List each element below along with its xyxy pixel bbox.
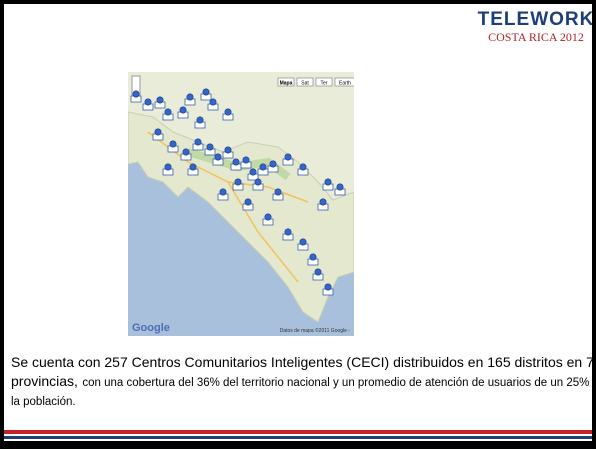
map-buttons: Mapa Sat Ter Earth [278,78,354,87]
pin [190,164,196,170]
red-stripe [4,430,592,434]
pin [235,179,241,185]
pin [220,189,226,195]
logo-title: TELEWORK [476,10,592,30]
pin [233,159,239,165]
pin [207,144,213,150]
pin [155,129,161,135]
map-button-label: Sat [301,81,309,87]
pin [180,107,186,113]
pin [310,254,316,260]
google-brand: Google [132,322,170,334]
pin [165,164,171,170]
pin [337,184,343,190]
pin [275,189,281,195]
pin [325,179,331,185]
pin [325,284,331,290]
paragraph: Se cuenta con 257 Centros Comunitarios I… [11,353,592,411]
map-button-label: Mapa [280,81,293,87]
pin [320,199,326,205]
pin [243,157,249,163]
pin [203,89,209,95]
pin [210,99,216,105]
page: TELEWORK COSTA RICA 2012 Mapa Sat Ter Earth… [0,0,596,449]
pin [165,109,171,115]
pin [183,149,189,155]
pin [300,239,306,245]
map: Mapa Sat Ter Earth Google Datos de mapa ©20… [128,72,354,336]
pin [260,164,266,170]
pin [250,169,256,175]
logo: TELEWORK COSTA RICA 2012 [476,10,592,44]
rest-text: con una cobertura del 36% del territorio… [11,377,592,408]
logo-subtitle: COSTA RICA 2012 [476,30,592,44]
pin [133,91,139,97]
map-button-label: Earth [339,81,351,87]
pin [215,154,221,160]
footer-stripe [4,427,592,441]
blue-stripe [4,436,592,439]
pin [255,179,261,185]
pin [225,147,231,153]
pin [157,97,163,103]
pin [197,117,203,123]
map-button-label: Ter [321,81,328,87]
pin [300,164,306,170]
pin [225,109,231,115]
pin [187,94,193,100]
pin [170,141,176,147]
pin [285,154,291,160]
attribution: Datos de mapa ©2011 Google - [280,327,351,334]
pin [315,269,321,275]
pin [145,99,151,105]
pin [245,199,251,205]
pin [285,229,291,235]
pin [270,161,276,167]
pin [265,214,271,220]
slide: TELEWORK COSTA RICA 2012 Mapa Sat Ter Earth… [4,4,592,441]
pin [195,139,201,145]
